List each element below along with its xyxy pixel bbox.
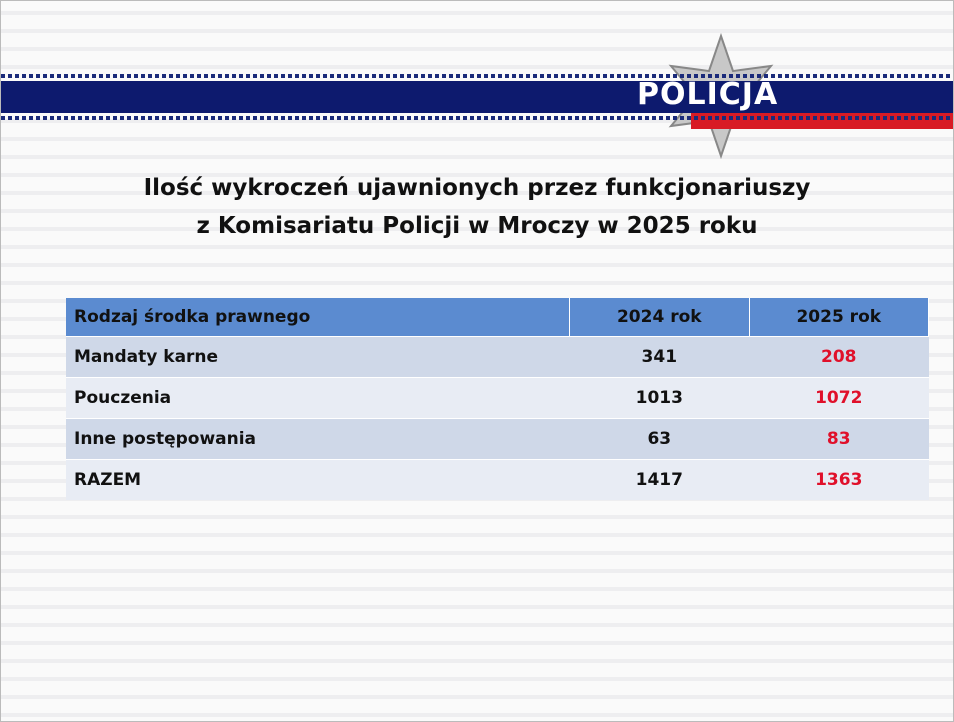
logo-text: POLICJA: [637, 77, 779, 112]
title-line: z Komisariatu Policji w Mroczy w 2025 ro…: [196, 213, 758, 239]
column-header: Rodzaj środka prawnego: [66, 298, 571, 337]
table-cell: 341: [569, 336, 750, 378]
table-cell: RAZEM: [66, 459, 570, 500]
table-row: RAZEM 1417 1363: [66, 459, 929, 500]
table-cell: 1013: [569, 377, 750, 419]
table-cell: Inne postępowania: [66, 418, 570, 460]
title-line: Ilość wykroczeń ujawnionych przez funkcj…: [143, 175, 811, 201]
table-cell: 1417: [569, 459, 750, 500]
dotted-line: [1, 74, 953, 78]
table-cell: 83: [749, 418, 929, 460]
dotted-line: [1, 116, 953, 120]
table-cell: 63: [569, 418, 750, 460]
table-row: Inne postępowania 63 83: [66, 418, 929, 460]
table-cell: 1072: [749, 377, 929, 419]
column-header: 2024 rok: [569, 298, 750, 337]
table-cell: Mandaty karne: [66, 336, 570, 378]
table-cell: 208: [749, 336, 929, 378]
data-table: Rodzaj środka prawnego 2024 rok 2025 rok Ma…: [66, 298, 930, 500]
table-cell: Pouczenia: [66, 377, 570, 419]
header-band: [1, 81, 953, 113]
header-row: Rodzaj środka prawnego 2024 rok 2025 rok: [66, 298, 930, 337]
column-header: 2025 rok: [749, 298, 930, 337]
table-cell: 1363: [749, 459, 929, 500]
table-row: Mandaty karne 341 208: [66, 336, 929, 378]
table-row: Pouczenia 1013 1072: [66, 377, 929, 419]
